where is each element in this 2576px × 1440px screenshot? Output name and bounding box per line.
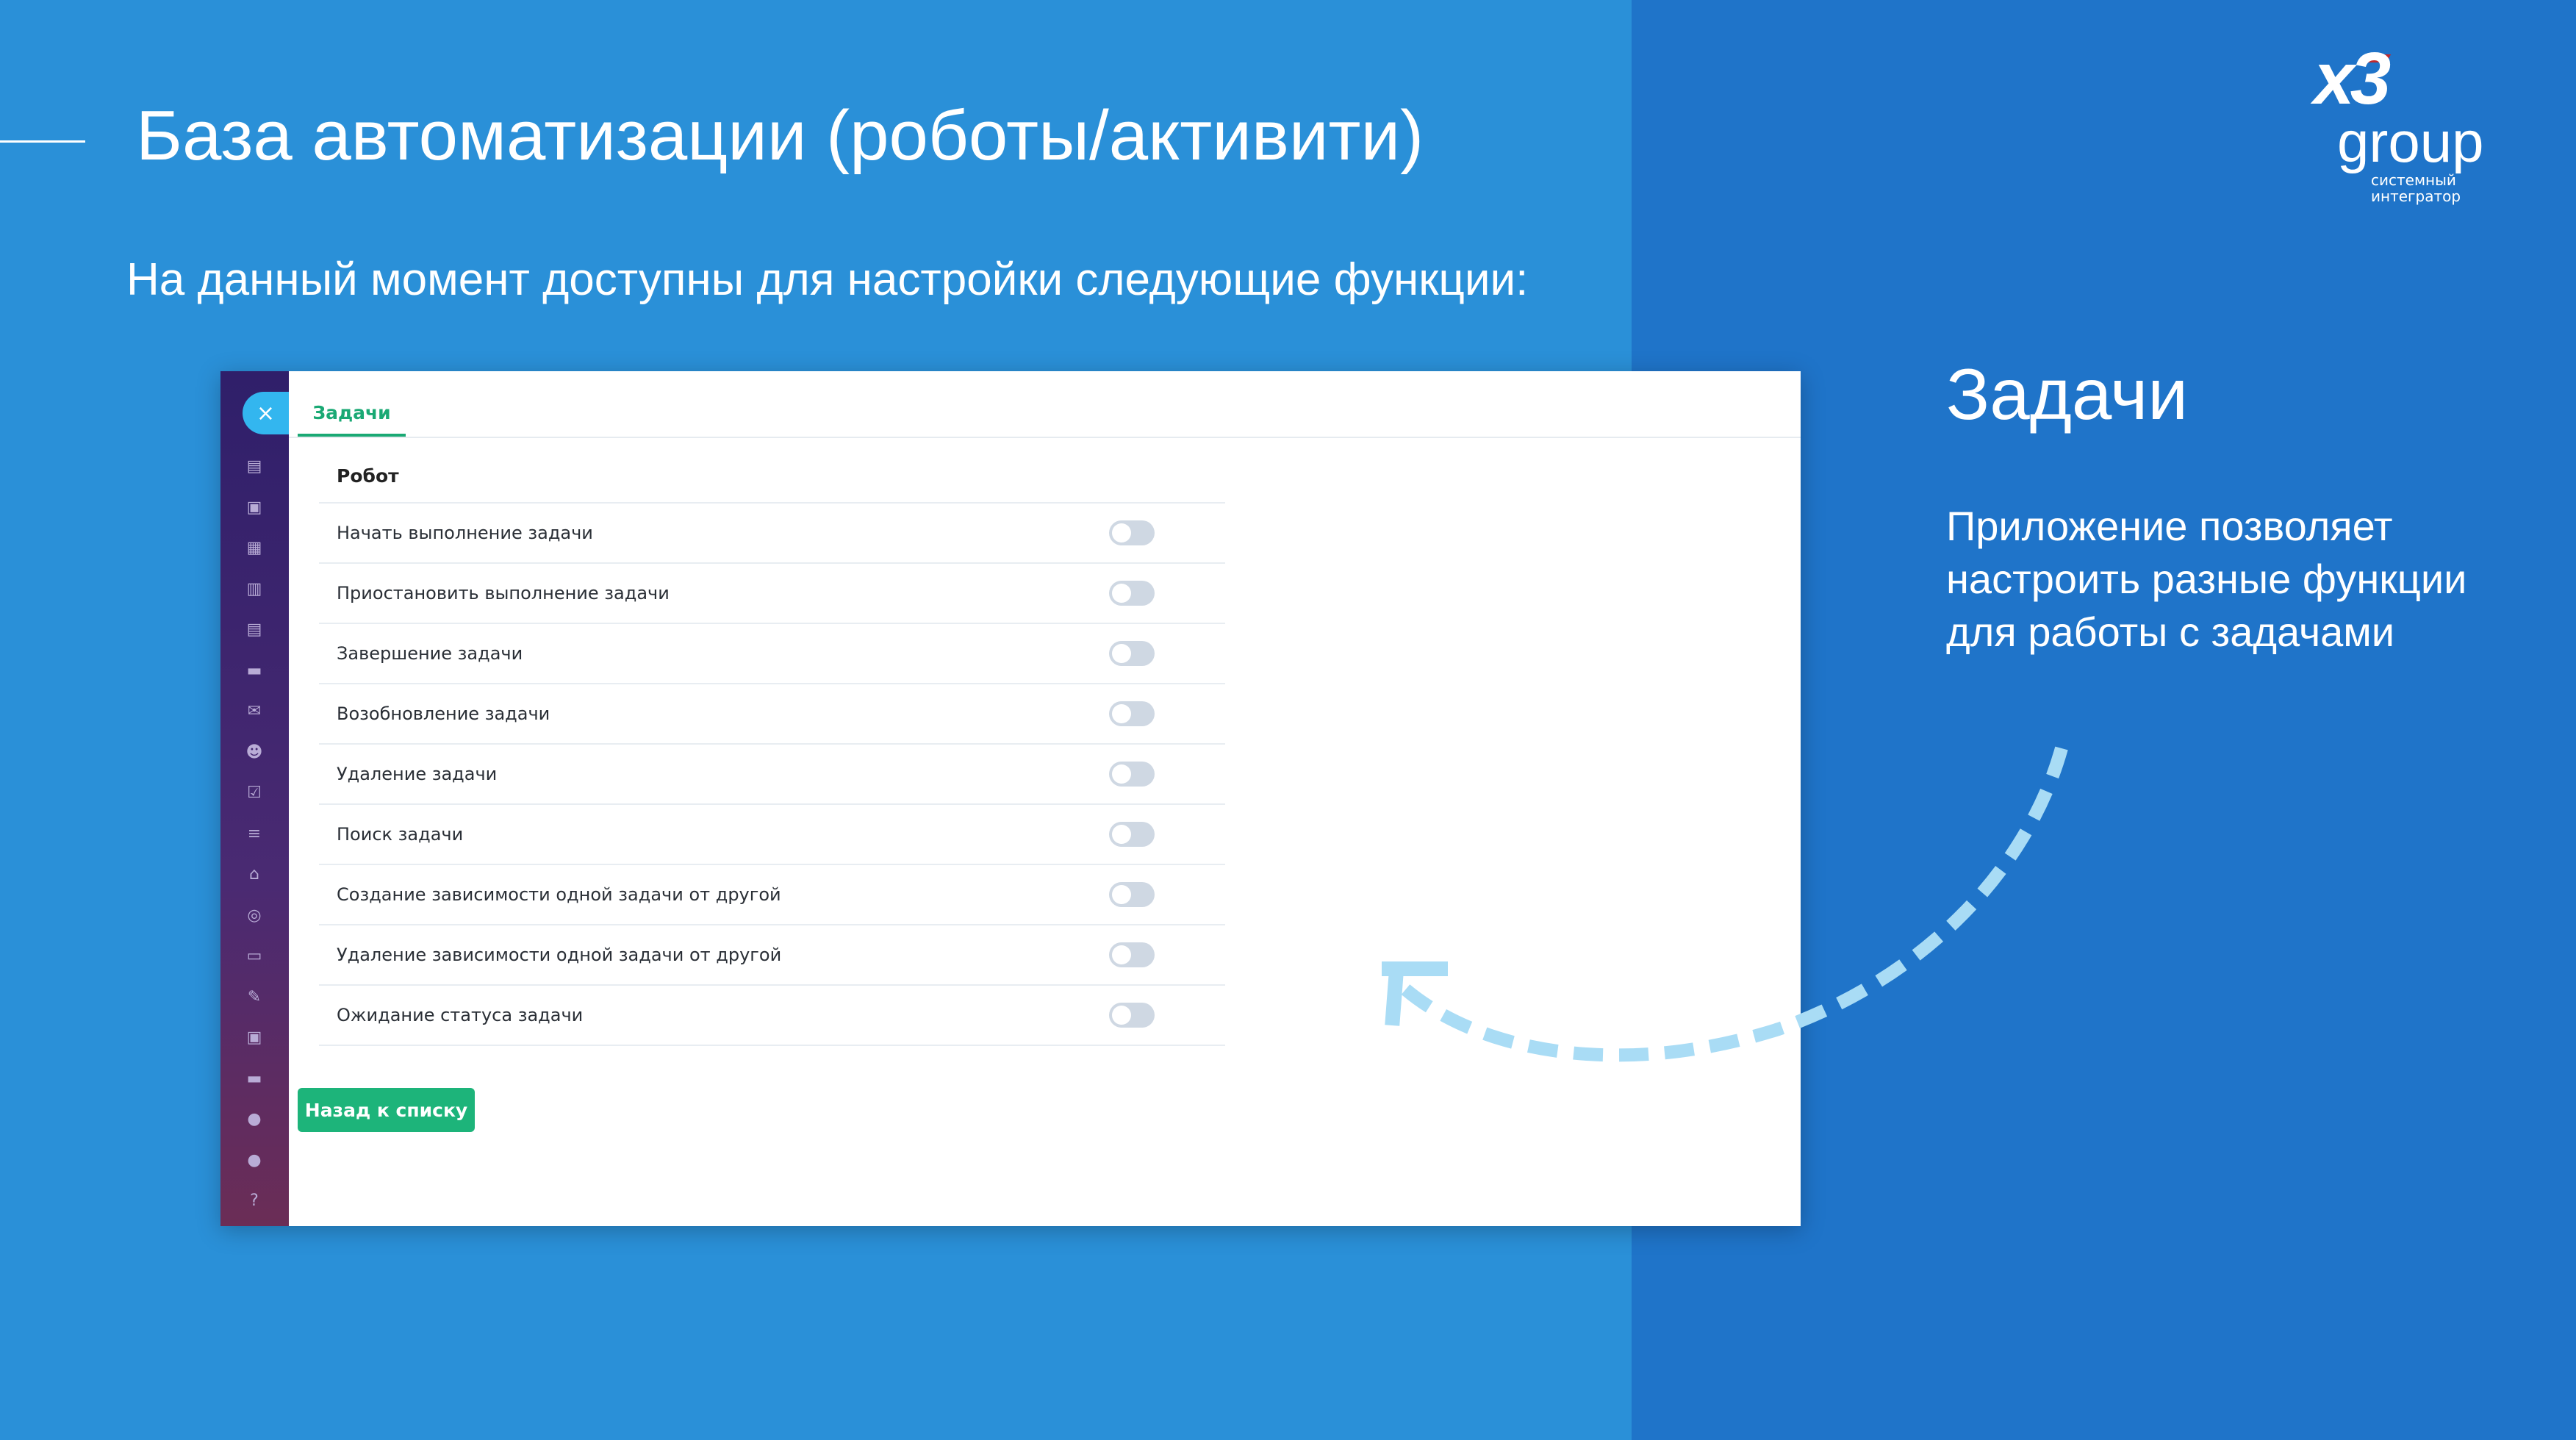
logo-word: group [2337, 110, 2484, 174]
sidebar-nav-icon[interactable]: ▬ [246, 661, 262, 680]
robot-toggle[interactable] [1109, 581, 1155, 606]
logo-tagline-2: интегратор [2371, 187, 2461, 205]
slide-title: База автоматизации (роботы/активити) [136, 96, 1424, 175]
logo-tagline: системный интегратор [2371, 172, 2461, 204]
app-screenshot: ▤ ▣ ▦ ▥ ▤ ▬ ✉ ☻ ☑ ≡ ⌂ ◎ ▭ ✎ ▣ ▬ ● ●? × Задачи Робот Начат… [220, 371, 1801, 1226]
robot-row: Удаление задачи [319, 743, 1225, 803]
robot-toggle[interactable] [1109, 822, 1155, 847]
robot-row: Начать выполнение задачи [319, 502, 1225, 562]
sidebar-nav-icon[interactable]: ⌂ [249, 865, 259, 884]
robot-row: Приостановить выполнение задачи [319, 562, 1225, 623]
robot-label: Удаление зависимости одной задачи от дру… [337, 945, 782, 965]
section-title: Робот [337, 465, 399, 487]
tab-divider [289, 437, 1801, 438]
robot-label: Приостановить выполнение задачи [337, 583, 670, 603]
accent-line [0, 140, 85, 143]
sidebar-nav-icon[interactable]: ▥ [246, 579, 262, 598]
sidebar-nav-icon[interactable]: ▦ [246, 539, 262, 557]
right-description: Приложение позволяет настроить разные фу… [1946, 503, 2467, 655]
robot-toggle[interactable] [1109, 882, 1155, 907]
robot-label: Возобновление задачи [337, 703, 550, 724]
sidebar-nav-icon[interactable]: ☻ [245, 742, 263, 762]
robot-label: Ожидание статуса задачи [337, 1005, 584, 1025]
robot-label: Поиск задачи [337, 824, 464, 845]
sidebar-nav-icon[interactable]: ● [247, 1150, 262, 1169]
sidebar-nav-icon[interactable]: ▤ [246, 620, 262, 639]
robot-list: Начать выполнение задачи Приостановить вы… [319, 502, 1225, 1046]
robot-toggle[interactable] [1109, 942, 1155, 967]
robot-toggle[interactable] [1109, 1003, 1155, 1028]
robot-toggle[interactable] [1109, 641, 1155, 666]
sidebar-nav-icon[interactable]: ? [250, 1192, 259, 1210]
sidebar-nav-icon[interactable]: ▣ [246, 1028, 262, 1047]
sidebar-nav-icon[interactable]: ▣ [246, 498, 262, 517]
robot-toggle[interactable] [1109, 701, 1155, 726]
robot-label: Завершение задачи [337, 643, 523, 664]
robot-row: Создание зависимости одной задачи от дру… [319, 864, 1225, 924]
tab-tasks[interactable]: Задачи [298, 392, 406, 437]
logo-tagline-1: системный [2371, 171, 2456, 189]
robot-row: Поиск задачи [319, 803, 1225, 864]
sidebar: ▤ ▣ ▦ ▥ ▤ ▬ ✉ ☻ ☑ ≡ ⌂ ◎ ▭ ✎ ▣ ▬ ● ●? [220, 371, 289, 1226]
right-title: Задачи [1946, 354, 2189, 434]
robot-label: Начать выполнение задачи [337, 523, 593, 543]
close-icon: × [256, 400, 276, 426]
sidebar-nav-icon[interactable]: ✉ [247, 702, 262, 720]
sidebar-nav-icon[interactable]: ▤ [246, 457, 262, 476]
x3group-logo: x3 group системный интегратор [2293, 37, 2536, 206]
slide-subtitle: На данный момент доступны для настройки … [126, 254, 1529, 305]
sidebar-nav-icon[interactable]: ● [247, 1110, 262, 1128]
robot-label: Удаление задачи [337, 764, 498, 784]
robot-row: Возобновление задачи [319, 683, 1225, 743]
logo-mark: x3 [2314, 37, 2391, 120]
robot-toggle[interactable] [1109, 762, 1155, 787]
robot-row: Завершение задачи [319, 623, 1225, 683]
sidebar-nav-icon[interactable]: ▬ [246, 1069, 262, 1088]
robot-row: Удаление зависимости одной задачи от дру… [319, 924, 1225, 984]
sidebar-nav-icon[interactable]: ▭ [246, 947, 262, 965]
close-button[interactable]: × [243, 392, 289, 434]
robot-row: Ожидание статуса задачи [319, 984, 1225, 1046]
sidebar-nav-icon[interactable]: ✎ [247, 987, 262, 1006]
sidebar-nav-icon[interactable]: ☑ [247, 784, 262, 802]
robot-toggle[interactable] [1109, 520, 1155, 545]
robot-label: Создание зависимости одной задачи от дру… [337, 884, 781, 905]
sidebar-nav-icon[interactable]: ≡ [247, 824, 262, 843]
back-to-list-button[interactable]: Назад к списку [298, 1088, 475, 1132]
sidebar-nav-icon[interactable]: ◎ [247, 906, 262, 925]
